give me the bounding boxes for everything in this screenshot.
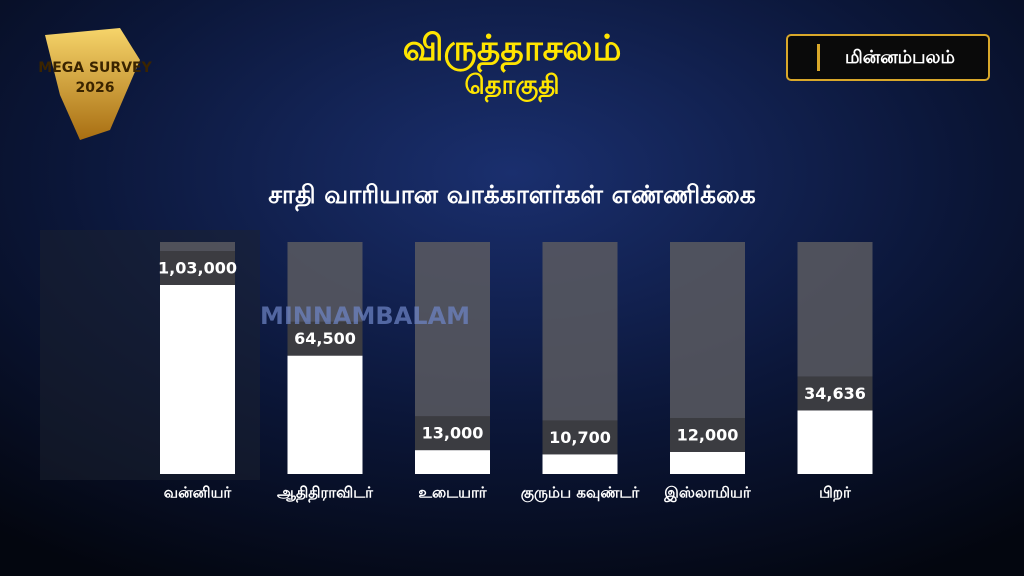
brand: மின்னம்பலம் (845, 47, 955, 68)
watermark: MINNAMBALAM (260, 302, 470, 330)
x-tick-label: குரும்ப கவுண்டர் (521, 484, 641, 503)
x-tick-label: வன்னியர் (164, 484, 233, 502)
value-label-bg (287, 321, 363, 356)
value-label: 1,03,000 (158, 259, 237, 278)
value-label: 13,000 (422, 424, 484, 443)
value-label-bg (415, 416, 490, 451)
x-tick-label: பிறர் (819, 484, 852, 502)
title: விருத்தாசலம் (403, 28, 622, 73)
brand-divider (817, 44, 820, 71)
value-label-bg (670, 417, 745, 452)
bar (415, 450, 490, 474)
bar (670, 451, 745, 474)
logo-map (45, 28, 140, 140)
x-tick-label: இஸ்லாமியர் (663, 484, 752, 503)
value-label: 64,500 (294, 329, 356, 348)
value-label: 12,000 (677, 425, 739, 444)
brand-box (786, 34, 990, 81)
subtitle: தொகுதி (464, 71, 559, 103)
bars: 1,03,000 வன்னியர் 64,500 ஆதிதிராவிடர் 13,000… (158, 242, 873, 503)
x-tick-label: உடையார் (418, 484, 487, 502)
value-label: 34,636 (804, 384, 866, 403)
bar (287, 355, 363, 474)
value-label-bg (797, 376, 873, 411)
bar (797, 410, 873, 474)
x-tick-label: ஆதிதிராவிடர் (277, 484, 374, 503)
value-label-bg (542, 420, 618, 455)
logo-title: MEGA SURVEY (38, 60, 152, 76)
bar (160, 285, 235, 474)
bar (542, 454, 618, 474)
value-label: 10,700 (549, 428, 611, 447)
logo-year: 2026 (76, 80, 115, 96)
value-label-bg (160, 251, 235, 285)
chart-title: சாதி வாரியான வாக்காளர்கள் எண்ணிக்கை (268, 180, 756, 212)
